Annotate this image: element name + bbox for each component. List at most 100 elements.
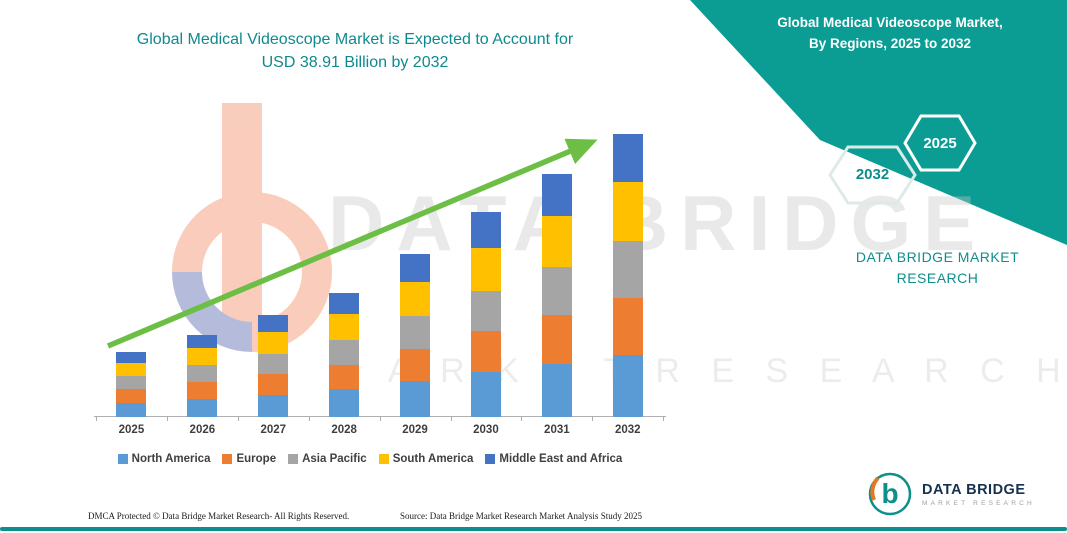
bar-segment	[329, 389, 360, 417]
axis-tick	[450, 417, 452, 421]
bar-segment	[400, 316, 431, 349]
bar-segment	[541, 174, 572, 216]
axis-tick	[592, 417, 594, 421]
bar-segment	[329, 313, 360, 341]
bar-segment	[400, 348, 431, 382]
side-panel-brand-line2: RESEARCH	[896, 270, 979, 286]
chart-title-line2: USD 38.91 Billion by 2032	[261, 54, 449, 71]
dbmr-logo-text: DATA BRIDGE MARKET RESEARCH	[922, 482, 1035, 507]
bar-segment	[470, 247, 501, 291]
legend-label: Europe	[236, 453, 277, 465]
bar-segment	[187, 398, 218, 417]
legend-swatch	[378, 454, 389, 464]
bar-2027	[258, 314, 289, 417]
x-axis-label: 2025	[118, 424, 145, 436]
legend-label: North America	[131, 453, 211, 465]
axis-tick	[663, 417, 665, 421]
bar-segment	[612, 241, 643, 298]
x-axis-label: 2026	[189, 424, 216, 436]
bar-segment	[258, 314, 289, 332]
legend-swatch	[485, 454, 496, 464]
x-axis-label: 2031	[544, 424, 570, 436]
bar-segment	[541, 315, 572, 364]
legend-swatch	[117, 454, 128, 464]
bar-segment	[400, 254, 431, 282]
dmca-text: DMCA Protected © Data Bridge Market Rese…	[88, 511, 350, 521]
bar-segment	[329, 292, 360, 314]
bar-segment	[541, 266, 572, 316]
bar-segment	[541, 215, 572, 267]
bar-segment	[612, 134, 643, 183]
side-panel-title-line1: Global Medical Videoscope Market,	[777, 15, 1003, 30]
side-panel-title-line2: By Regions, 2025 to 2032	[808, 36, 972, 51]
legend-item: South America	[378, 453, 474, 465]
dbmr-logo-icon: b	[868, 472, 912, 516]
legend-item: North America	[117, 453, 211, 465]
x-axis-label: 2032	[614, 424, 641, 436]
bar-segment	[400, 381, 431, 417]
bar-segment	[258, 394, 289, 417]
side-panel-brand: DATA BRIDGE MARKET RESEARCH	[840, 247, 1035, 289]
bar-segment	[470, 290, 501, 332]
hexagon-year-2025: 2025	[923, 135, 957, 152]
hexagon-year-2032: 2032	[855, 166, 890, 183]
bar-2025	[116, 351, 147, 417]
bar-segment	[541, 363, 572, 417]
bar-segment	[470, 331, 501, 372]
logo-subtitle: MARKET RESEARCH	[922, 499, 1035, 507]
legend: North America Europe Asia Pacific South Ame…	[50, 453, 690, 465]
logo-name: DATA BRIDGE	[922, 481, 1026, 498]
source-text: Source: Data Bridge Market Research Mark…	[400, 511, 642, 521]
bar-segment	[187, 334, 218, 349]
bar-segment	[116, 376, 147, 390]
bar-segment	[187, 365, 218, 383]
bottom-accent-bar	[0, 527, 1067, 531]
x-axis-label: 2030	[473, 424, 499, 436]
dbmr-logo-orange-arc	[870, 476, 880, 501]
bar-segment	[329, 340, 360, 365]
bar-2029	[400, 254, 431, 417]
bar-2031	[541, 174, 572, 417]
bar-segment	[612, 354, 643, 417]
dbmr-logo: b DATA BRIDGE MARKET RESEARCH	[866, 470, 1035, 518]
bar-2030	[470, 212, 501, 417]
bar-segment	[400, 281, 431, 317]
legend-swatch	[222, 454, 233, 464]
legend-item: Europe	[222, 453, 276, 465]
legend-item: Asia Pacific	[288, 453, 367, 465]
bar-2032	[612, 134, 643, 417]
bar-segment	[258, 353, 289, 375]
bar-segment	[329, 364, 360, 390]
legend-swatch	[288, 454, 299, 464]
bar-segment	[470, 371, 501, 417]
chart-title-line1: Global Medical Videoscope Market is Expe…	[136, 31, 574, 48]
axis-tick	[308, 417, 310, 421]
x-axis-label: 2027	[260, 424, 287, 436]
axis-tick	[96, 417, 97, 421]
bar-segment	[187, 382, 218, 399]
watermark-text-2: M A R K E T R E S E A R C H	[330, 352, 1067, 390]
bar-segment	[116, 351, 147, 363]
axis-tick	[379, 417, 381, 421]
x-axis	[94, 416, 666, 417]
side-panel-brand-line1: DATA BRIDGE MARKET	[855, 249, 1020, 265]
legend-item: Middle East and Africa	[485, 453, 622, 465]
bar-segment	[258, 331, 289, 354]
bar-segment	[470, 212, 501, 248]
dbmr-logo-circle	[868, 472, 912, 516]
bar-segment	[116, 402, 147, 417]
bar-segment	[258, 374, 289, 395]
x-axis-label: 2029	[402, 424, 428, 436]
axis-tick	[166, 417, 168, 421]
bar-2028	[329, 292, 360, 417]
bar-segment	[612, 182, 643, 242]
side-panel-title: Global Medical Videoscope Market, By Reg…	[740, 12, 1040, 54]
bar-segment	[187, 348, 218, 366]
bar-segment	[116, 389, 147, 403]
legend-label: Asia Pacific	[302, 453, 367, 465]
legend-label: Middle East and Africa	[499, 453, 623, 465]
chart-title: Global Medical Videoscope Market is Expe…	[65, 28, 645, 74]
legend-label: South America	[392, 453, 474, 465]
x-axis-label: 2028	[331, 424, 357, 436]
